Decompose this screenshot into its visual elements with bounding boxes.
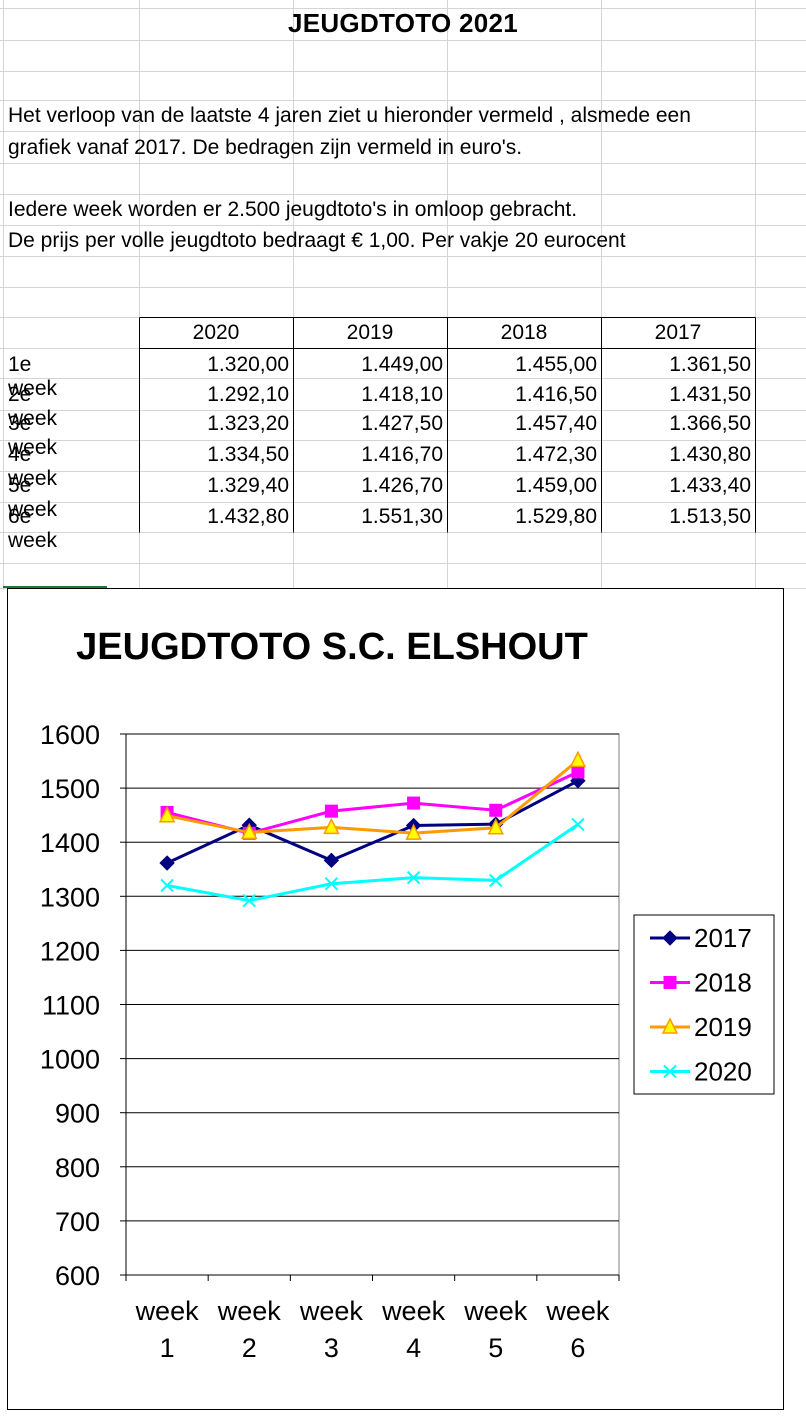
data-point (406, 870, 421, 885)
data-point (323, 817, 340, 835)
legend-box (633, 914, 775, 1095)
table-cell: 1.529,80 (515, 505, 597, 528)
x-tick-label: week 6 (545, 1296, 610, 1363)
y-tick-label: 1600 (40, 720, 100, 750)
chart-area[interactable]: JEUGDTOTO S.C. ELSHOUT 600 700 800 900 1000 11… (7, 588, 784, 1410)
legend: 2017 2018 2019 2020 (633, 914, 775, 1095)
y-tick-label: 900 (55, 1099, 100, 1129)
table-cell: 1.292,10 (207, 383, 289, 406)
legend-marker (662, 930, 678, 946)
table-row-label: 6e week (8, 505, 58, 552)
table-header-2020: 2020 (192, 321, 240, 344)
data-point (324, 804, 338, 818)
table-header-2017: 2017 (654, 321, 702, 344)
data-point (159, 855, 175, 871)
y-tick-label: 600 (55, 1261, 100, 1291)
data-point (323, 852, 340, 869)
table-cell: 1.329,40 (207, 474, 289, 497)
x-tick-label: week 2 (217, 1296, 282, 1363)
table-cell: 1.416,50 (515, 383, 597, 406)
table-cell: 1.449,00 (361, 353, 443, 376)
table-cell: 1.427,50 (361, 412, 443, 435)
data-point (405, 823, 422, 840)
y-tick-label: 1100 (42, 991, 100, 1021)
y-tick-label: 1400 (40, 828, 100, 858)
table-cell: 1.431,50 (669, 383, 751, 406)
table-cell: 1.426,70 (361, 474, 443, 497)
data-point (241, 822, 258, 840)
table-cell: 1.320,00 (207, 353, 289, 376)
table-cell: 1.361,50 (669, 353, 751, 376)
legend-label: 2018 (694, 968, 752, 998)
data-point (489, 873, 503, 888)
data-point (160, 878, 174, 893)
data-point (571, 817, 585, 832)
data-point (571, 765, 585, 779)
table-header-2018: 2018 (500, 321, 548, 344)
table-header-2019: 2019 (346, 321, 394, 344)
y-tick-label: 1300 (40, 882, 100, 912)
chart-title: JEUGDTOTO S.C. ELSHOUT (76, 626, 588, 668)
x-tick-label: week 5 (463, 1296, 528, 1363)
y-tick-label: 1000 (40, 1045, 100, 1075)
x-tick-label: week 3 (299, 1296, 364, 1363)
spreadsheet-grid (0, 0, 806, 590)
table-cell: 1.418,10 (361, 383, 443, 406)
table-cell: 1.432,80 (207, 505, 289, 528)
legend-label: 2020 (694, 1057, 752, 1087)
table-row-label: 1e week (8, 353, 58, 400)
intro-line-4: De prijs per volle jeugdtoto bedraagt € … (8, 229, 626, 252)
y-tick-label: 800 (55, 1153, 100, 1183)
data-point (324, 877, 339, 891)
series-line-2020 (166, 823, 579, 903)
table-cell: 1.433,40 (669, 474, 751, 497)
x-tick-label: week 1 (135, 1296, 200, 1363)
table-row-label: 3e week (8, 412, 58, 459)
data-point (407, 796, 421, 810)
y-tick-label: 1500 (40, 774, 100, 804)
data-point (487, 818, 504, 835)
legend-marker (663, 976, 677, 989)
intro-line-1: Het verloop van de laatste 4 jaren ziet … (8, 104, 691, 127)
data-point (569, 750, 587, 768)
table-cell: 1.551,30 (361, 505, 443, 528)
x-tick-label: week 4 (381, 1296, 446, 1363)
legend-label: 2017 (694, 923, 752, 953)
table-cell: 1.472,30 (515, 443, 597, 466)
table-row-label: 2e week (8, 383, 58, 430)
series-2019 (158, 750, 587, 840)
data-point (489, 803, 503, 817)
intro-line-3: Iedere week worden er 2.500 jeugdtoto's … (8, 198, 578, 221)
table-cell: 1.366,50 (669, 412, 751, 435)
table-cell: 1.416,70 (361, 443, 443, 466)
y-tick-label: 700 (55, 1207, 100, 1237)
legend-marker (663, 1064, 677, 1079)
series-line-2019 (166, 759, 579, 835)
page-title: JEUGDTOTO 2021 (287, 8, 519, 38)
series-2020 (160, 817, 585, 908)
table-cell: 1.455,00 (515, 353, 597, 376)
table-cell: 1.457,40 (515, 412, 597, 435)
y-tick-label: 1200 (40, 936, 100, 966)
table-cell: 1.334,50 (207, 443, 289, 466)
legend-marker (661, 1017, 679, 1034)
table-cell: 1.430,80 (669, 443, 751, 466)
legend-label: 2019 (694, 1012, 752, 1042)
data-point (158, 806, 176, 823)
table-row-label: 4e week (8, 443, 58, 490)
line-chart: JEUGDTOTO S.C. ELSHOUT 600 700 800 900 1000 11… (40, 626, 775, 1363)
data-point (242, 893, 256, 908)
table-cell: 1.513,50 (669, 505, 751, 528)
table-cell: 1.459,00 (515, 474, 597, 497)
table-cell: 1.323,20 (207, 412, 289, 435)
table-row-label: 5e week (8, 474, 58, 521)
intro-line-2: grafiek vanaf 2017. De bedragen zijn ver… (8, 136, 523, 159)
